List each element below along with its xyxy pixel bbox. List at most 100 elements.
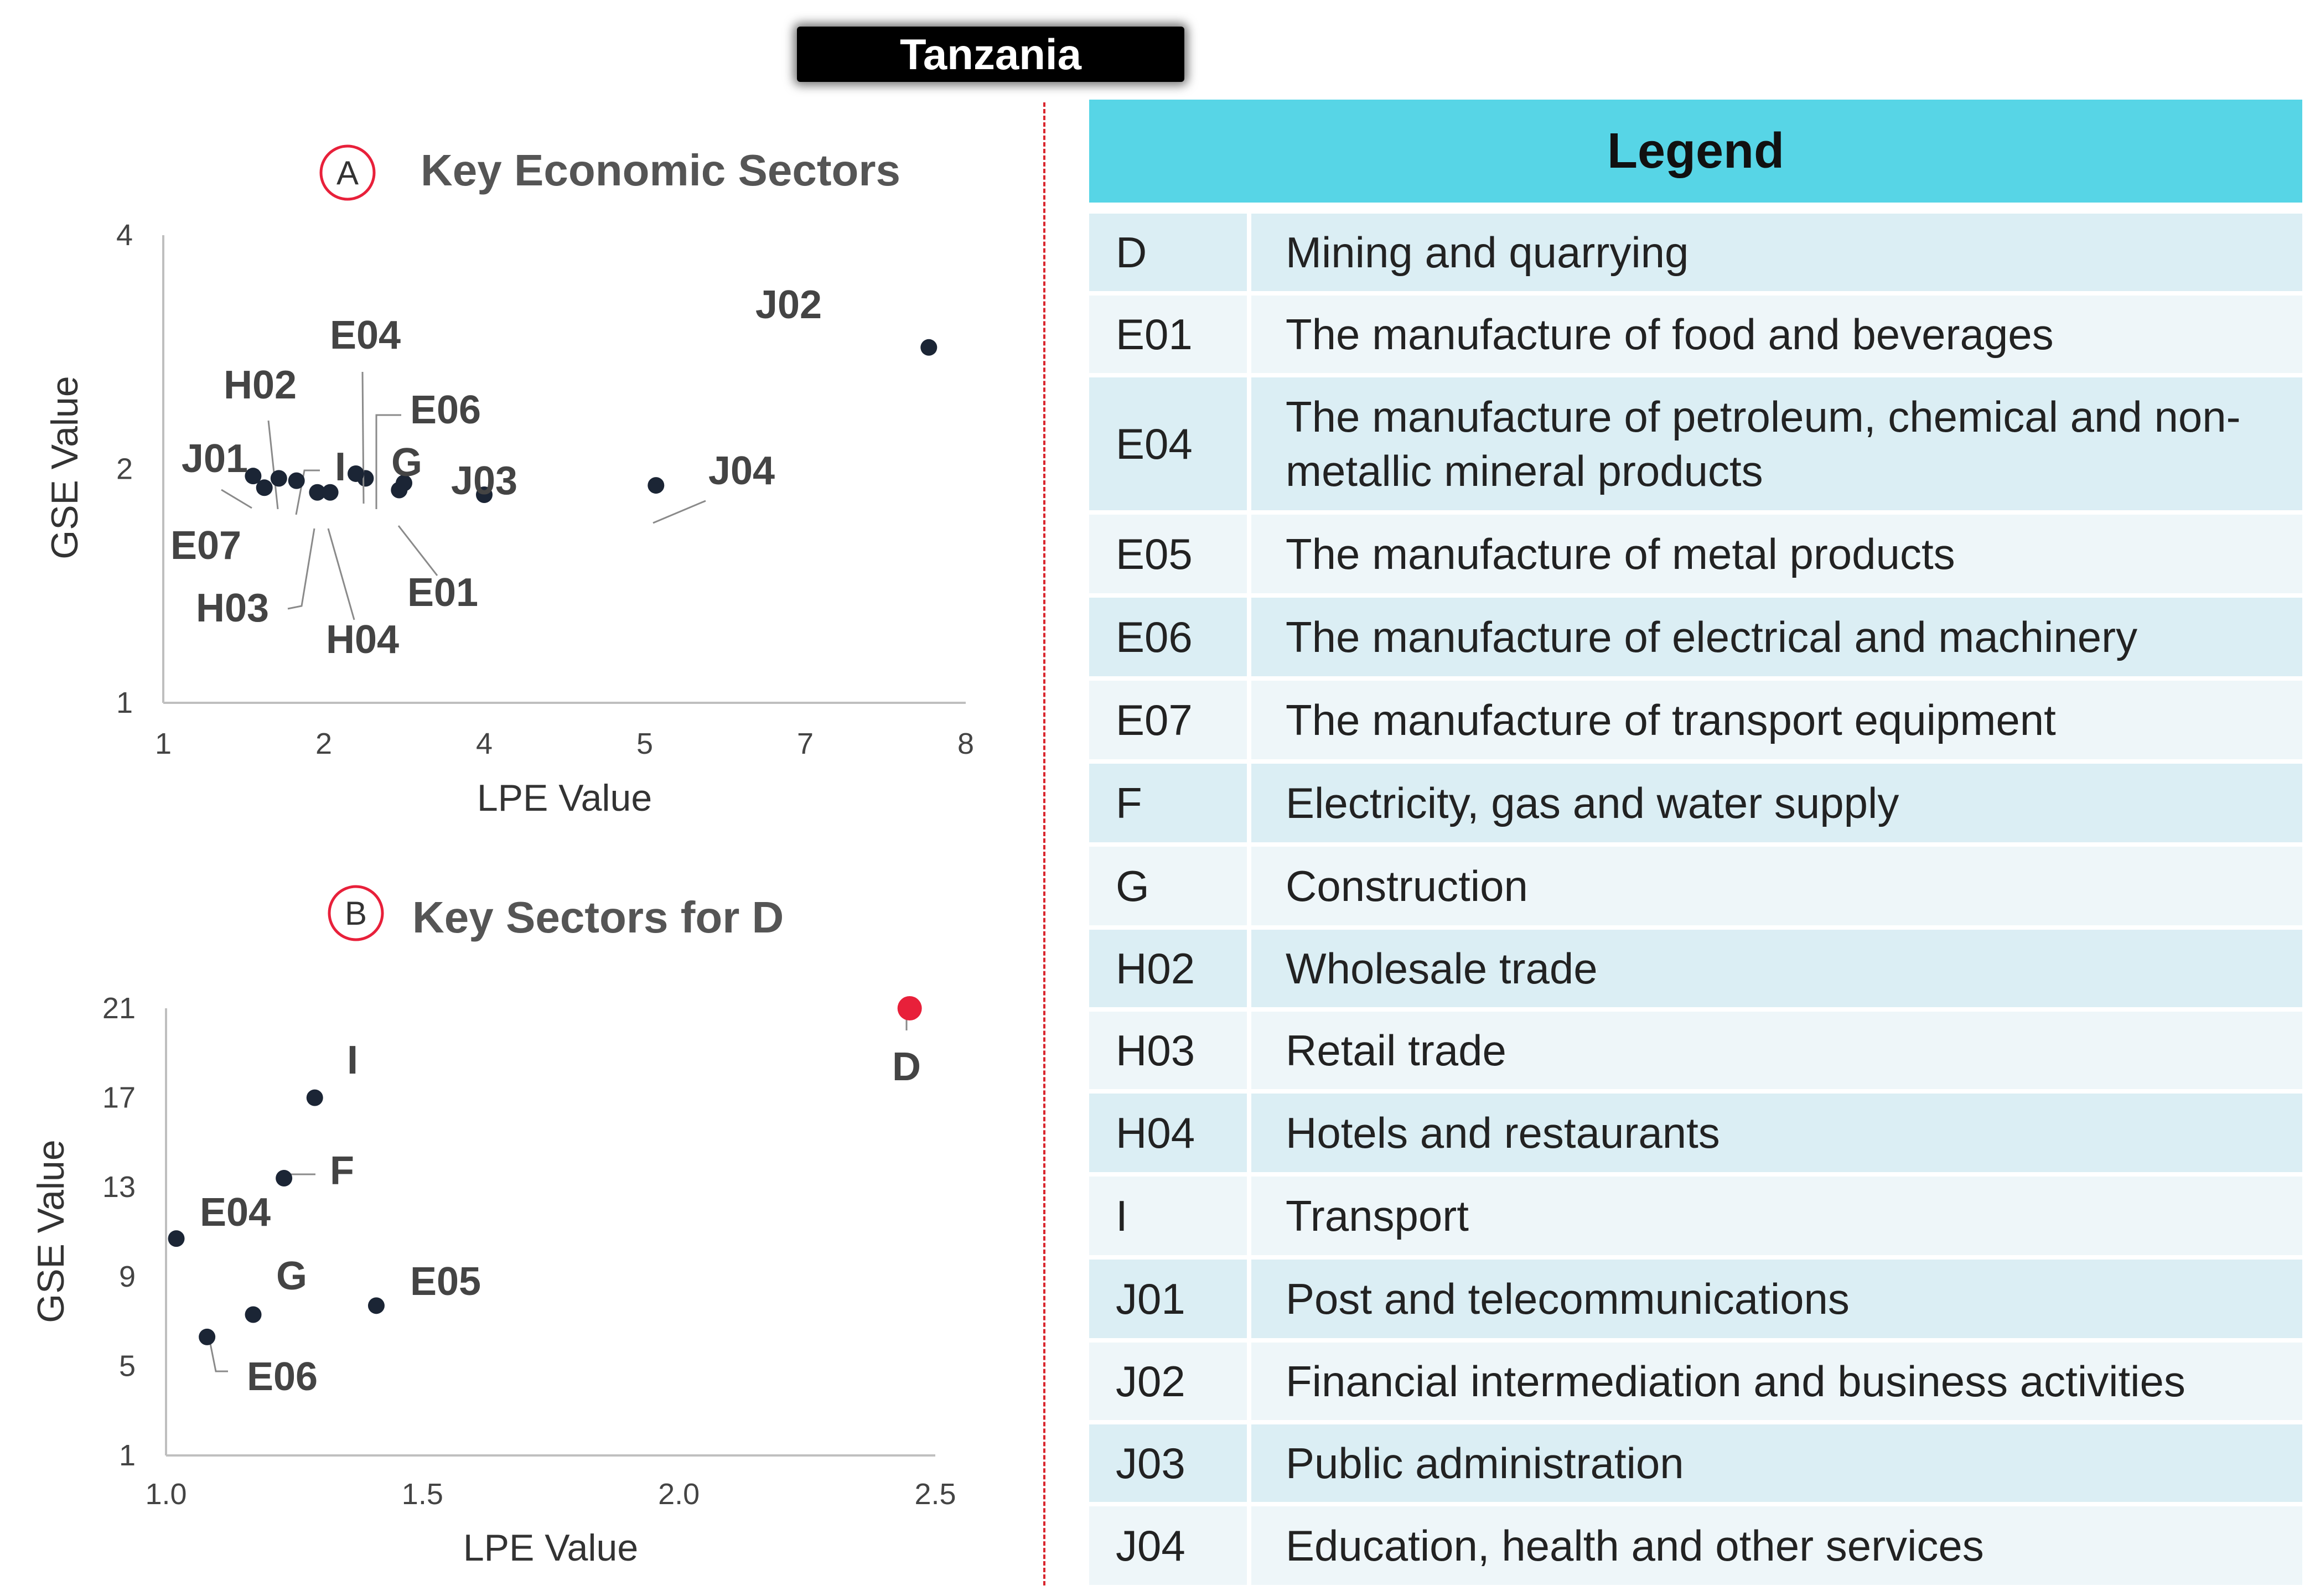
data-point bbox=[476, 486, 493, 503]
point-label: G bbox=[276, 1254, 307, 1298]
point-label: E01 bbox=[407, 571, 478, 615]
x-tick-label: 1.5 bbox=[402, 1478, 443, 1511]
legend-description: The manufacture of metal products bbox=[1251, 515, 2302, 593]
y-tick-label: 17 bbox=[102, 1081, 136, 1115]
legend-code: H04 bbox=[1089, 1094, 1247, 1172]
legend-title: Legend bbox=[1089, 100, 2302, 203]
label-leader-line bbox=[208, 1338, 228, 1372]
legend-row: J04 Education, health and other services bbox=[1089, 1506, 2302, 1585]
panel-letter: B bbox=[345, 895, 367, 932]
point-label: H03 bbox=[196, 586, 269, 630]
legend-description: The manufacture of petroleum, chemical a… bbox=[1251, 377, 2302, 510]
legend-row: G Construction bbox=[1089, 847, 2302, 925]
x-axis-title: LPE Value bbox=[463, 1527, 638, 1569]
dashed-divider bbox=[1043, 102, 1045, 1585]
label-leader-line bbox=[652, 500, 706, 524]
legend-rows: D Mining and quarrying E01 The manufacture … bbox=[1089, 214, 2302, 1585]
legend-row: E04 The manufacture of petroleum, chemica… bbox=[1089, 377, 2302, 510]
panel-letter: A bbox=[336, 154, 359, 191]
data-point bbox=[270, 470, 287, 487]
country-title: Tanzania bbox=[797, 27, 1184, 82]
data-point bbox=[288, 472, 305, 489]
legend-row: H04 Hotels and restaurants bbox=[1089, 1094, 2302, 1172]
point-label: J01 bbox=[182, 437, 248, 481]
legend-description: Wholesale trade bbox=[1251, 930, 2302, 1007]
point-label: D bbox=[892, 1045, 921, 1089]
data-point bbox=[309, 484, 326, 501]
label-leader-line bbox=[327, 528, 355, 620]
legend-code: E04 bbox=[1089, 377, 1247, 510]
data-point bbox=[256, 479, 273, 496]
point-label: E06 bbox=[247, 1355, 318, 1399]
legend-code: J03 bbox=[1089, 1424, 1247, 1502]
point-label: H02 bbox=[224, 363, 297, 407]
x-tick-label: 8 bbox=[957, 727, 974, 760]
point-label: J04 bbox=[708, 449, 775, 493]
x-tick-label: 5 bbox=[636, 727, 653, 760]
x-tick-label: 1 bbox=[155, 727, 172, 760]
legend-row: J02 Financial intermediation and business… bbox=[1089, 1343, 2302, 1420]
data-point bbox=[276, 1170, 293, 1187]
legend-code: H02 bbox=[1089, 930, 1247, 1007]
legend-code: E06 bbox=[1089, 598, 1247, 676]
x-tick-label: 1.0 bbox=[145, 1478, 187, 1511]
x-tick-label: 4 bbox=[476, 727, 493, 760]
legend-row: H03 Retail trade bbox=[1089, 1012, 2302, 1089]
legend-description: Hotels and restaurants bbox=[1251, 1094, 2302, 1172]
y-tick-label: 4 bbox=[116, 219, 133, 252]
y-tick-label: 21 bbox=[102, 992, 136, 1025]
x-tick-label: 2.5 bbox=[914, 1478, 956, 1511]
point-label: J03 bbox=[451, 459, 517, 503]
point-label: E05 bbox=[410, 1260, 481, 1304]
y-axis-title: GSE Value bbox=[30, 1139, 72, 1323]
label-leader-line bbox=[361, 371, 365, 504]
data-point bbox=[322, 484, 339, 501]
legend-code: I bbox=[1089, 1177, 1247, 1255]
y-axis-title: GSE Value bbox=[44, 376, 86, 559]
y-tick-label: 1 bbox=[119, 1439, 136, 1472]
legend-code: E07 bbox=[1089, 681, 1247, 759]
label-leader-line bbox=[267, 420, 279, 510]
label-leader-line bbox=[295, 469, 320, 515]
point-label: E07 bbox=[170, 524, 241, 568]
legend-code: D bbox=[1089, 214, 1247, 291]
y-tick-label: 13 bbox=[102, 1170, 136, 1204]
charts-area: A Key Economic Sectors 1 2 4 5 7 8 1 2 4 LPE Value G… bbox=[30, 144, 974, 1569]
y-tick-label: 5 bbox=[119, 1349, 136, 1382]
legend-description: The manufacture of electrical and machin… bbox=[1251, 598, 2302, 676]
legend-code: E01 bbox=[1089, 296, 1247, 373]
x-tick-label: 7 bbox=[797, 727, 814, 760]
legend-row: I Transport bbox=[1089, 1177, 2302, 1255]
point-label: J02 bbox=[755, 283, 822, 327]
legend-code: F bbox=[1089, 764, 1247, 842]
point-label: G bbox=[391, 441, 422, 485]
legend-row: H02 Wholesale trade bbox=[1089, 930, 2302, 1007]
legend-row: J03 Public administration bbox=[1089, 1424, 2302, 1502]
point-label: H04 bbox=[326, 618, 399, 662]
x-tick-label: 2 bbox=[315, 727, 332, 760]
legend-row: E05 The manufacture of metal products bbox=[1089, 515, 2302, 593]
y-tick-label: 1 bbox=[116, 686, 133, 719]
legend-row: D Mining and quarrying bbox=[1089, 214, 2302, 291]
legend-code: J02 bbox=[1089, 1343, 1247, 1420]
data-point bbox=[396, 474, 412, 491]
legend-description: Public administration bbox=[1251, 1424, 2302, 1502]
data-point bbox=[648, 477, 665, 494]
point-label: E04 bbox=[200, 1190, 271, 1235]
data-point bbox=[920, 339, 938, 356]
panel-letter-circle bbox=[328, 885, 384, 941]
label-leader-line bbox=[287, 528, 315, 610]
legend-code: G bbox=[1089, 847, 1247, 925]
legend-description: Post and telecommunications bbox=[1251, 1260, 2302, 1338]
data-point bbox=[348, 465, 364, 482]
data-point bbox=[199, 1328, 216, 1345]
label-leader-line bbox=[221, 489, 252, 509]
point-label: I bbox=[347, 1038, 358, 1082]
data-point bbox=[897, 996, 922, 1020]
legend-description: Electricity, gas and water supply bbox=[1251, 764, 2302, 842]
legend-description: The manufacture of food and beverages bbox=[1251, 296, 2302, 373]
point-label: E04 bbox=[330, 313, 401, 357]
data-point bbox=[367, 1297, 385, 1314]
point-label: E06 bbox=[410, 388, 481, 432]
legend-code: J01 bbox=[1089, 1260, 1247, 1338]
